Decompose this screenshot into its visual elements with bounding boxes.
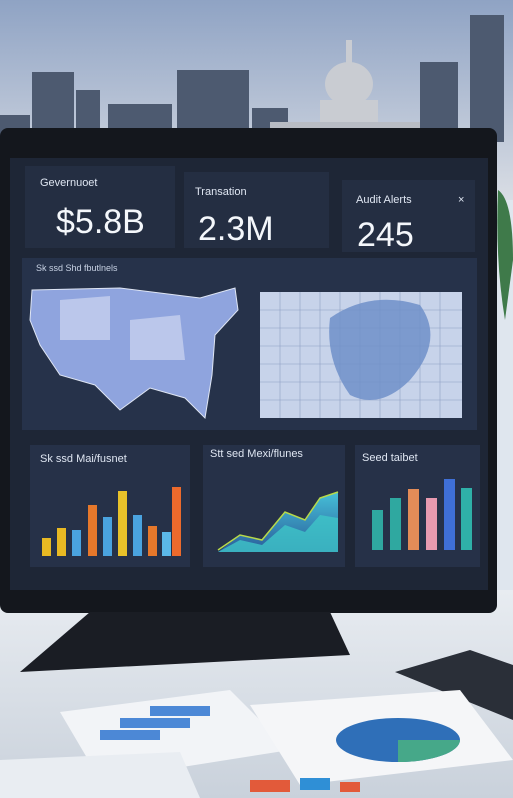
- kpi-value: $5.8B: [56, 203, 145, 241]
- tablet: [395, 650, 513, 720]
- kpi-card: [25, 166, 175, 248]
- kpi-value: 245: [357, 216, 414, 254]
- kpi-label: Gevernuoet: [40, 177, 97, 189]
- paper-bars-2: [250, 778, 360, 792]
- chart-title: Stt sed Mexi/flunes: [210, 448, 303, 460]
- kpi-card: [184, 172, 329, 248]
- bar-chart-1: [42, 487, 181, 556]
- paper: [0, 752, 200, 798]
- kpi-label: Transation: [195, 186, 247, 198]
- map-title: Sk ssd Shd fbutlnels: [36, 263, 118, 273]
- chart-title: Sk ssd Mai/fusnet: [40, 453, 127, 465]
- monitor-stand: [20, 612, 350, 672]
- kpi-panels: Gevernuoet $5.8B Transation 2.3M Audit A…: [25, 166, 475, 254]
- close-icon: ×: [458, 194, 464, 206]
- paper-bars: [100, 706, 210, 740]
- chart-title: Seed taibet: [362, 452, 418, 464]
- kpi-card: [342, 180, 475, 252]
- area-chart: [217, 491, 339, 552]
- map-region: [329, 299, 431, 400]
- bar-chart-2: [372, 479, 472, 550]
- kpi-value: 2.3M: [198, 210, 274, 248]
- plant: [497, 190, 513, 320]
- map-states: [60, 296, 185, 360]
- kpi-label: Audit Alerts: [356, 194, 412, 206]
